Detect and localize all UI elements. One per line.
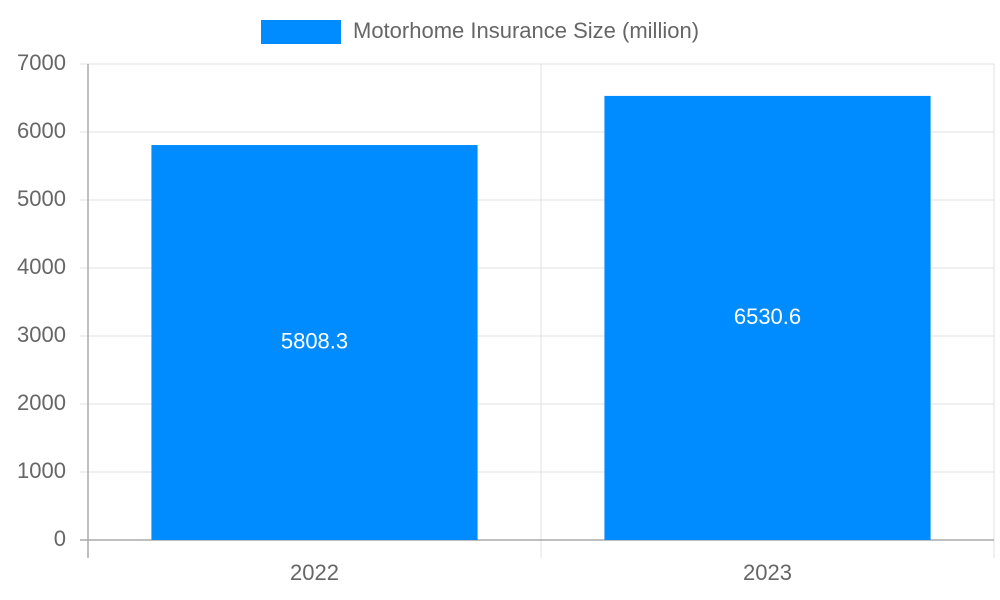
y-tick-label: 7000 bbox=[17, 50, 66, 75]
y-tick-label: 6000 bbox=[17, 118, 66, 143]
y-tick-label: 1000 bbox=[17, 458, 66, 483]
y-tick-label: 3000 bbox=[17, 322, 66, 347]
y-tick-label: 5000 bbox=[17, 186, 66, 211]
x-tick-label: 2023 bbox=[743, 560, 792, 585]
y-tick-label: 0 bbox=[54, 526, 66, 551]
bar bbox=[604, 95, 931, 541]
y-tick-label: 4000 bbox=[17, 254, 66, 279]
value-label: 6530.6 bbox=[734, 304, 801, 329]
legend-label: Motorhome Insurance Size (million) bbox=[353, 18, 699, 43]
y-tick-label: 2000 bbox=[17, 390, 66, 415]
legend-swatch bbox=[261, 20, 341, 44]
value-label: 5808.3 bbox=[281, 328, 348, 353]
x-tick-label: 2022 bbox=[290, 560, 339, 585]
bar bbox=[151, 145, 478, 541]
